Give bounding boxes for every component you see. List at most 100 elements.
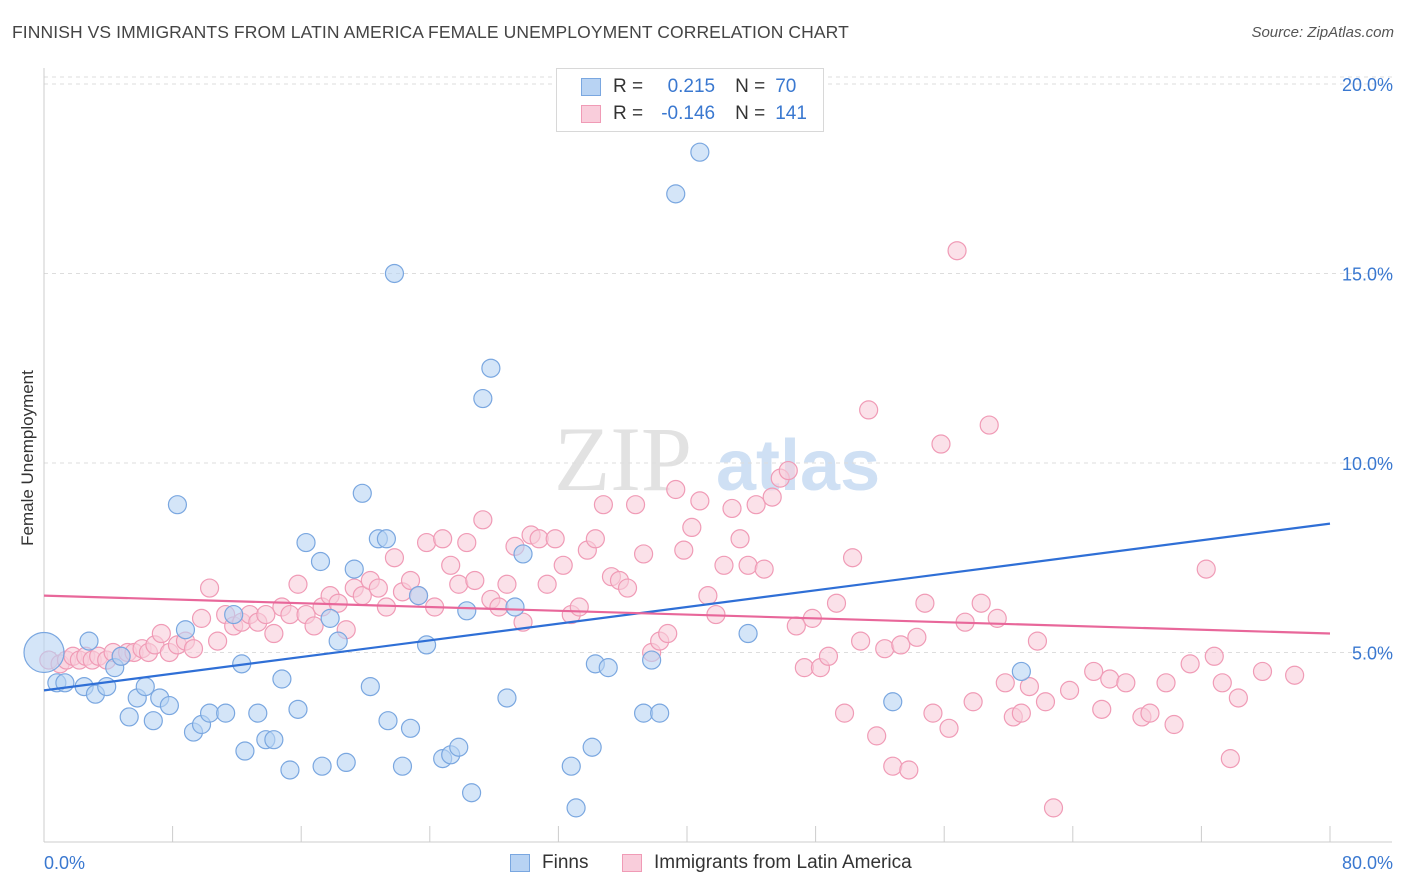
latin-swatch [622, 854, 642, 872]
finns-point [111, 646, 131, 666]
latin-point [1156, 673, 1176, 693]
finns-point [264, 730, 284, 750]
finns-point [561, 756, 581, 776]
finns-point [598, 658, 618, 678]
y-tick-label: 5.0% [1352, 643, 1393, 663]
axes [43, 68, 1392, 843]
latin-point [183, 639, 204, 659]
latin-point [786, 616, 806, 636]
y-tick-label: 15.0% [1342, 264, 1393, 284]
x-tick-label: 80.0% [1342, 853, 1393, 873]
legend-n-label: N = [735, 76, 766, 97]
finns-point [481, 358, 501, 378]
finns-point [505, 597, 525, 617]
latin-point [1228, 688, 1248, 708]
latin-point [995, 673, 1015, 693]
latin-point [593, 495, 614, 515]
bottom-legend-latin: Immigrants from Latin America [622, 852, 912, 874]
finns-point [235, 741, 255, 761]
finns-point [883, 692, 903, 712]
latin-point [834, 703, 855, 723]
finns-point [400, 718, 421, 738]
legend-r-value-latin: -0.146 [661, 103, 716, 124]
latin-point [449, 574, 469, 594]
latin-point [899, 760, 919, 780]
finns-point [224, 604, 244, 625]
finns-point [175, 620, 196, 640]
latin-point [625, 495, 646, 515]
latin-point [1084, 661, 1104, 682]
y-tick-label: 20.0% [1342, 75, 1393, 95]
latin-point [1043, 798, 1064, 818]
correlation-legend: R = 0.215 N = 70 R = -0.146 N = 141 [556, 68, 824, 132]
latin-point [1180, 654, 1200, 674]
latin-point [1027, 631, 1048, 651]
finns-point [23, 631, 65, 674]
latin-point [698, 586, 718, 606]
latin-point [433, 529, 453, 549]
latin-point [1164, 714, 1184, 735]
latin-point [883, 756, 903, 776]
finns-point [1011, 661, 1031, 682]
latin-point [891, 635, 911, 655]
latin-swatch [581, 105, 601, 123]
latin-point [288, 574, 308, 594]
latin-point [826, 593, 847, 613]
latin-point [569, 597, 589, 617]
finns-point [582, 737, 602, 757]
finns-point [666, 184, 686, 204]
latin-point [979, 415, 999, 435]
finns-point [288, 699, 308, 719]
latin-point [585, 529, 605, 549]
finns-point [384, 263, 405, 284]
watermark: ZIP atlas [554, 408, 880, 510]
latin-point [264, 623, 284, 644]
latin-point [1204, 646, 1224, 666]
latin-point [208, 631, 228, 651]
finns-point [416, 635, 437, 655]
latin-point [674, 540, 694, 560]
finns-point [159, 695, 179, 716]
latin-point [1285, 665, 1305, 685]
latin-point [191, 608, 212, 628]
bottom-legend-finns-label: Finns [542, 852, 589, 873]
latin-point [537, 574, 557, 594]
latin-point [875, 639, 895, 659]
finns-point [344, 559, 364, 579]
latin-point [400, 570, 421, 591]
latin-point [730, 529, 750, 549]
bottom-legend-finns: Finns [510, 852, 588, 874]
latin-point [1059, 680, 1080, 700]
latin-point [1212, 673, 1232, 693]
latin-point [1100, 669, 1120, 689]
latin-point [473, 510, 493, 530]
finns-point [248, 703, 268, 723]
latin-america-points [39, 241, 1305, 818]
latin-point [778, 460, 798, 481]
latin-point [738, 555, 758, 575]
finns-points [23, 142, 1031, 818]
chart-source: Source: ZipAtlas.com [1251, 24, 1394, 41]
finns-point [272, 669, 292, 689]
latin-point [617, 578, 638, 598]
latin-point [754, 559, 774, 579]
finns-trend-line [43, 522, 1331, 692]
latin-point [441, 555, 461, 575]
finns-point [328, 631, 348, 651]
legend-n-label: N = [735, 103, 766, 124]
finns-point [408, 586, 429, 606]
finns-point [376, 529, 396, 549]
latin-point [794, 658, 814, 678]
latin-point [746, 495, 766, 515]
latin-point [545, 529, 565, 549]
latin-point [553, 555, 573, 575]
finns-point [566, 798, 586, 818]
finns-point [135, 676, 155, 697]
finns-point [119, 707, 139, 727]
finns-point [310, 551, 331, 572]
chart-title: FINNISH VS IMMIGRANTS FROM LATIN AMERICA… [12, 22, 849, 42]
finns-point [312, 756, 332, 776]
bottom-legend-latin-label: Immigrants from Latin America [654, 852, 912, 873]
finns-point [473, 388, 493, 409]
